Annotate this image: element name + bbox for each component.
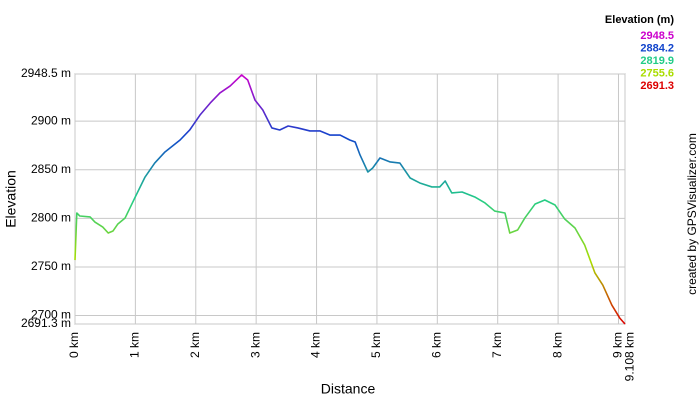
y-tick-label: 2700 m: [31, 308, 71, 322]
x-tick-label: 6 km: [429, 332, 443, 358]
legend-title: Elevation (m): [605, 14, 674, 26]
y-tick-label: 2850 m: [31, 162, 71, 176]
legend-value: 2691.3: [640, 80, 674, 92]
credit: created by GPSVisualizer.com: [685, 133, 699, 295]
x-tick-label: 9 km: [611, 332, 625, 358]
legend-value: 2755.6: [640, 67, 674, 79]
y-tick-label: 2948.5 m: [21, 66, 71, 80]
x-tick-label: 3 km: [248, 332, 262, 358]
x-tick-label: 5 km: [369, 332, 383, 358]
x-tick-label: 4 km: [309, 332, 323, 358]
x-tick-label: 1 km: [128, 332, 142, 358]
x-axis-label: Distance: [321, 381, 376, 397]
y-tick-label: 2691.3 m: [21, 316, 71, 330]
x-tick-label: 7 km: [490, 332, 504, 358]
y-axis-label: Elevation: [3, 170, 19, 228]
legend-value: 2948.5: [640, 30, 674, 42]
x-tick-label: 9.108 km: [623, 332, 637, 381]
legend-value: 2884.2: [640, 42, 674, 54]
x-tick-label: 0 km: [67, 332, 81, 358]
y-tick-label: 2800 m: [31, 211, 71, 225]
y-tick-label: 2750 m: [31, 259, 71, 273]
x-tick-label: 8 km: [550, 332, 564, 358]
elevation-line: [74, 74, 626, 325]
legend-value: 2819.9: [640, 55, 674, 67]
y-tick-label: 2900 m: [31, 113, 71, 127]
x-tick-label: 2 km: [188, 332, 202, 358]
plot-area: [74, 73, 626, 325]
